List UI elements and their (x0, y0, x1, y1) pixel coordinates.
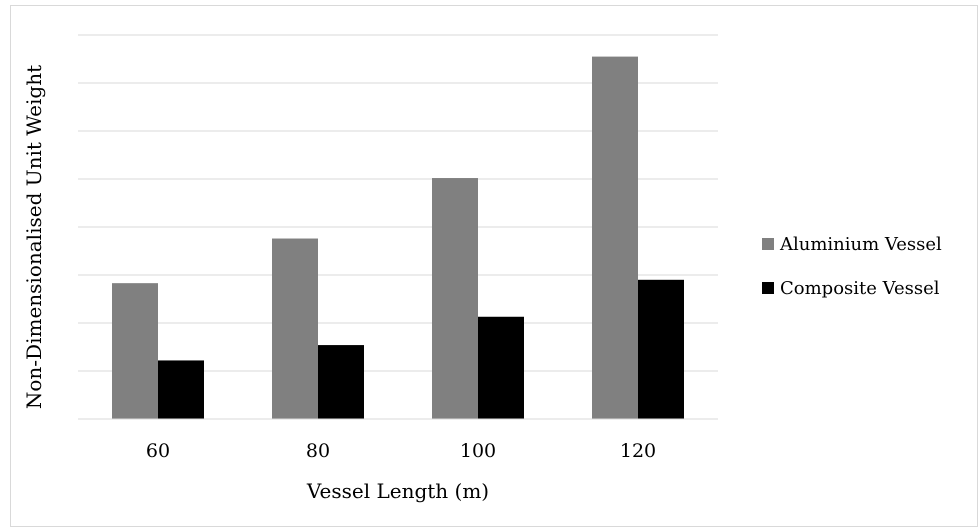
bar-composite-vessel-80 (318, 345, 364, 419)
bar-composite-vessel-120 (638, 279, 684, 419)
x-tick-label: 80 (306, 440, 330, 462)
bars (112, 56, 684, 419)
bar-aluminium-vessel-100 (432, 178, 478, 419)
bar-aluminium-vessel-80 (272, 238, 318, 419)
chart-frame (10, 5, 978, 527)
x-tick-label: 100 (460, 440, 496, 462)
legend-swatch (762, 282, 774, 294)
legend: Aluminium Vessel Composite Vessel (762, 234, 942, 299)
bar-composite-vessel-60 (158, 360, 204, 419)
x-tick-label: 120 (620, 440, 656, 462)
x-tick-labels: 60 80 100 120 (146, 440, 656, 462)
legend-label: Composite Vessel (780, 278, 940, 299)
bar-aluminium-vessel-60 (112, 283, 158, 419)
x-axis-title: Vessel Length (m) (306, 479, 489, 503)
bar-aluminium-vessel-120 (592, 56, 638, 419)
legend-label: Aluminium Vessel (779, 234, 942, 255)
legend-swatch (762, 238, 774, 250)
bar-composite-vessel-100 (478, 316, 524, 419)
x-tick-label: 60 (146, 440, 170, 462)
y-axis-title: Non-Dimensionalised Unit Weight (22, 65, 46, 409)
